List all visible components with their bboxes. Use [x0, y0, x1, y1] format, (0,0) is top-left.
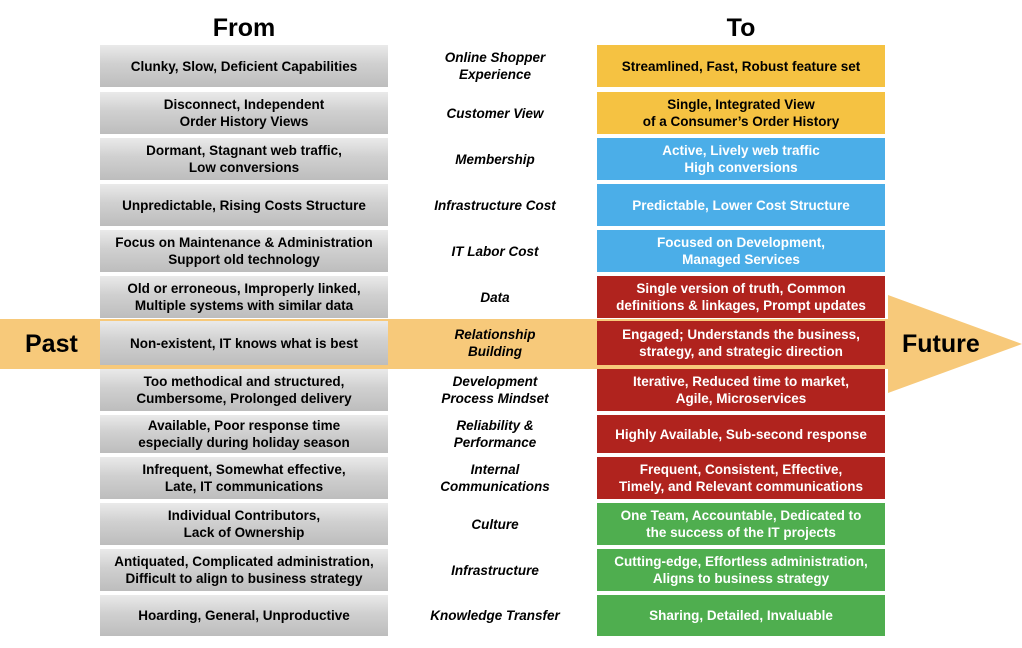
comparison-row: Disconnect, Independent Order History Vi… — [0, 92, 1022, 134]
category-label: IT Labor Cost — [451, 243, 539, 259]
category-label: Online Shopper Experience — [444, 50, 546, 82]
category-label: Customer View — [446, 105, 544, 121]
comparison-row: Dormant, Stagnant web traffic, Low conve… — [0, 138, 1022, 180]
category-label: Internal Communications — [440, 462, 550, 494]
to-state-box: Streamlined, Fast, Robust feature set — [597, 45, 885, 87]
comparison-row: Individual Contributors, Lack of Ownersh… — [0, 503, 1022, 545]
to-state-box: Active, Lively web traffic High conversi… — [597, 138, 885, 180]
from-state-box: Hoarding, General, Unproductive — [100, 595, 388, 636]
from-state-box: Disconnect, Independent Order History Vi… — [100, 92, 388, 134]
from-state-box: Old or erroneous, Improperly linked, Mul… — [100, 276, 388, 318]
category-label: Knowledge Transfer — [430, 608, 560, 623]
category-label: Infrastructure Cost — [434, 197, 556, 213]
category-label: Culture — [471, 516, 519, 532]
to-state-box: Cutting-edge, Effortless administration,… — [597, 549, 885, 591]
to-state-box: Frequent, Consistent, Effective, Timely,… — [597, 457, 885, 499]
comparison-row: Infrequent, Somewhat effective, Late, IT… — [0, 457, 1022, 499]
from-state-box: Too methodical and structured, Cumbersom… — [100, 369, 388, 411]
to-state-box: Engaged; Understands the business, strat… — [597, 321, 885, 365]
to-state-box: Predictable, Lower Cost Structure — [597, 184, 885, 226]
from-header: From — [212, 14, 276, 42]
to-header: To — [726, 14, 756, 42]
comparison-row: Hoarding, General, Unproductive Knowledge… — [0, 595, 1022, 636]
comparison-row: Unpredictable, Rising Costs Structure Inf… — [0, 184, 1022, 226]
comparison-row: Too methodical and structured, Cumbersom… — [0, 369, 1022, 411]
category-label: Infrastructure — [451, 562, 539, 578]
to-state-box: Focused on Development, Managed Services — [597, 230, 885, 272]
category-label: Reliability & Performance — [453, 418, 537, 450]
from-state-box: Individual Contributors, Lack of Ownersh… — [100, 503, 388, 545]
from-state-box: Infrequent, Somewhat effective, Late, IT… — [100, 457, 388, 499]
category-label: Relationship Building — [454, 327, 536, 359]
comparison-row: Antiquated, Complicated administration, … — [0, 549, 1022, 591]
to-state-box: Sharing, Detailed, Invaluable — [597, 595, 885, 636]
from-state-box: Focus on Maintenance & Administration Su… — [100, 230, 388, 272]
comparison-row: Available, Poor response time especially… — [0, 415, 1022, 453]
comparison-row: Non-existent, IT knows what is best Relat… — [0, 321, 1022, 365]
category-label: Data — [480, 289, 510, 305]
past-to-future-arrow — [0, 295, 1022, 393]
category-label: Membership — [455, 151, 535, 167]
to-state-box: Highly Available, Sub-second response — [597, 415, 885, 453]
arrow-shape — [0, 295, 1022, 393]
to-state-box: Single version of truth, Common definiti… — [597, 276, 885, 318]
to-state-box: Iterative, Reduced time to market, Agile… — [597, 369, 885, 411]
from-state-box: Non-existent, IT knows what is best — [100, 321, 388, 365]
from-state-box: Unpredictable, Rising Costs Structure — [100, 184, 388, 226]
from-state-box: Dormant, Stagnant web traffic, Low conve… — [100, 138, 388, 180]
to-state-box: Single, Integrated View of a Consumer’s … — [597, 92, 885, 134]
comparison-row: Old or erroneous, Improperly linked, Mul… — [0, 276, 1022, 318]
past-label: Past — [25, 330, 78, 358]
comparison-row: Clunky, Slow, Deficient Capabilities Onli… — [0, 45, 1022, 87]
category-label: Development Process Mindset — [441, 374, 549, 406]
from-state-box: Antiquated, Complicated administration, … — [100, 549, 388, 591]
future-label: Future — [902, 330, 980, 358]
to-state-box: One Team, Accountable, Dedicated to the … — [597, 503, 885, 545]
from-state-box: Available, Poor response time especially… — [100, 415, 388, 453]
from-state-box: Clunky, Slow, Deficient Capabilities — [100, 45, 388, 87]
comparison-row: Focus on Maintenance & Administration Su… — [0, 230, 1022, 272]
